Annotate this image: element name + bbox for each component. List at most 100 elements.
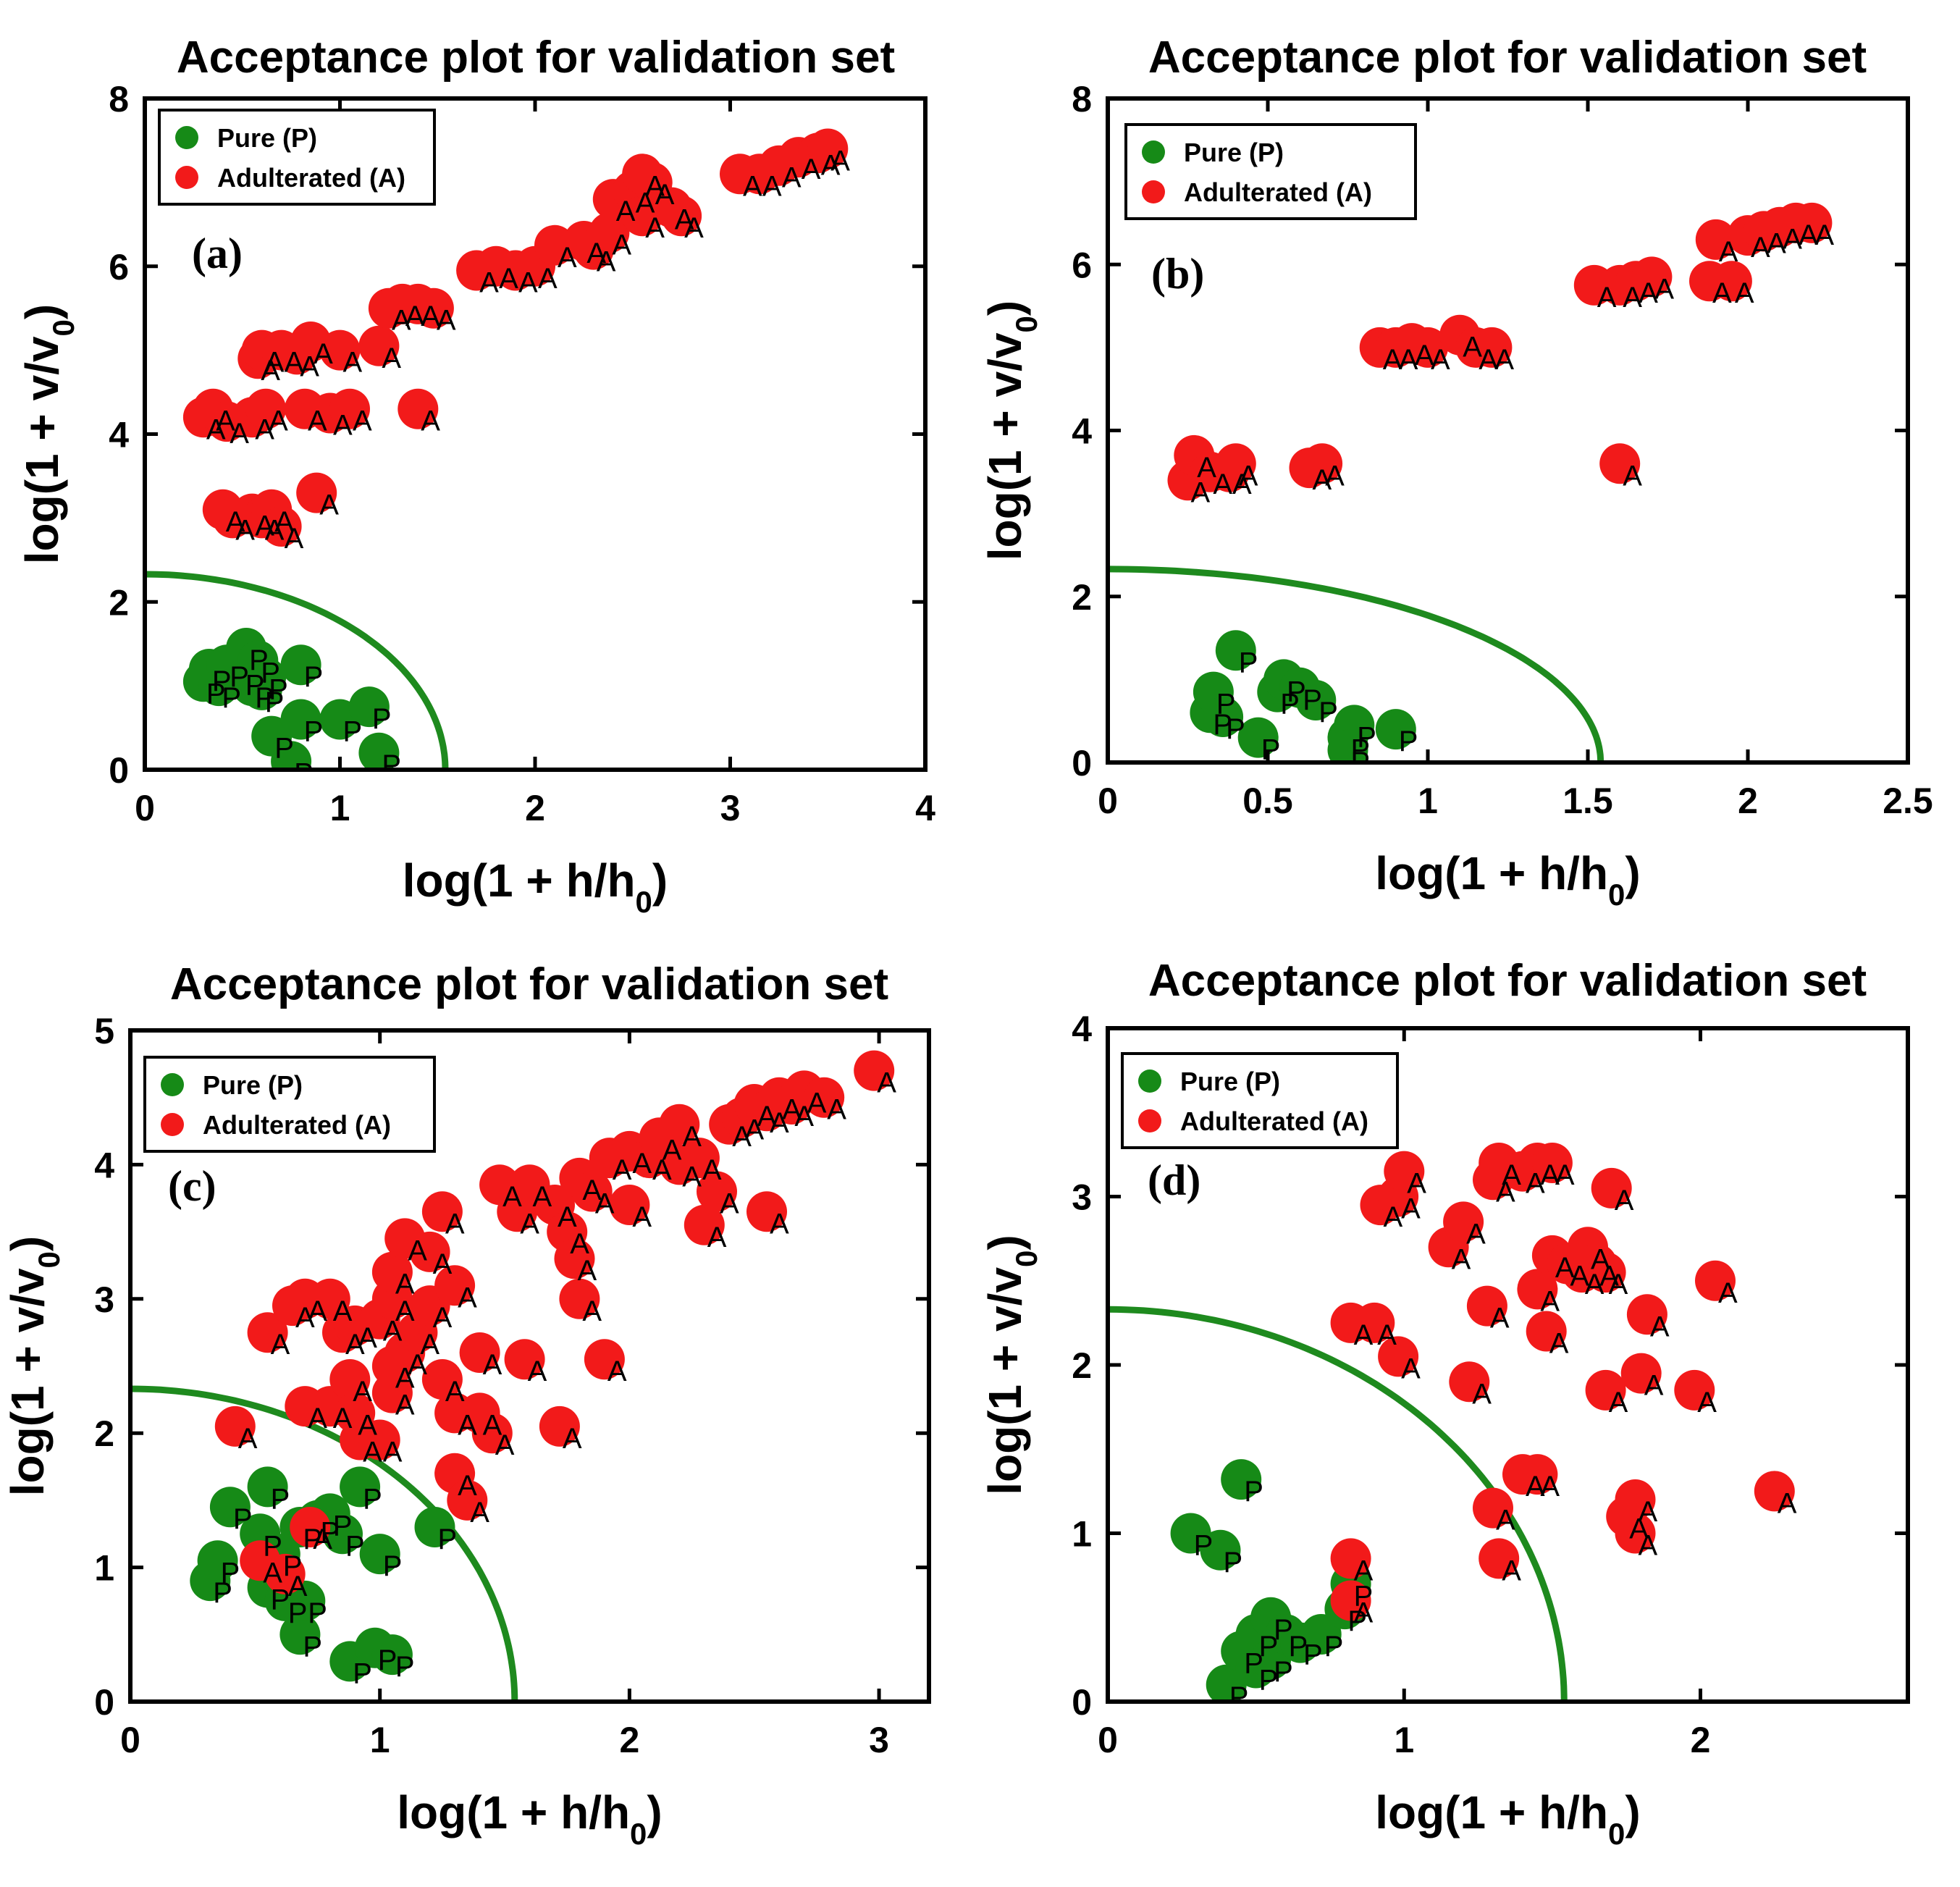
adulterated-point-label: A [285, 347, 304, 379]
x-tick-label: 0 [135, 788, 155, 828]
adulterated-point-label: A [1479, 344, 1498, 376]
adulterated-point-label: A [1452, 1243, 1471, 1275]
adulterated-point-label: A [392, 305, 411, 337]
adulterated-point-label: A [216, 405, 235, 437]
adulterated-point-label: A [458, 1470, 477, 1502]
adulterated-point [659, 1104, 700, 1145]
adulterated-point [1631, 256, 1673, 298]
y-tick-label: 2 [1072, 1345, 1092, 1386]
adulterated-point [1302, 443, 1343, 484]
adulterated-point-label: A [1197, 452, 1216, 484]
legend-entry: Pure (P) [217, 123, 317, 153]
x-tick-label: 0.5 [1242, 781, 1293, 821]
y-axis-label: log(1 + v/v0) [979, 301, 1043, 560]
adulterated-point-label: A [395, 1295, 415, 1327]
adulterated-point-label: A [607, 1356, 627, 1387]
adulterated-point-label: A [1751, 232, 1770, 264]
pure-point-label: P [233, 1503, 253, 1535]
legend-entry: Adulterated (A) [1180, 1106, 1368, 1136]
y-tick-label: 8 [109, 79, 129, 119]
y-tick-label: 2 [1072, 577, 1092, 618]
acceptance-boundary-curve [1108, 566, 1604, 762]
y-tick-label: 3 [1072, 1177, 1092, 1218]
pure-point [197, 1540, 238, 1581]
adulterated-point [1620, 1353, 1662, 1394]
adulterated-point-label: A [308, 405, 327, 437]
adulterated-point [1330, 1580, 1371, 1621]
adulterated-point-label: A [499, 263, 518, 295]
legend-pure-marker [1142, 140, 1165, 164]
adulterated-point-label: A [1650, 1311, 1670, 1342]
pure-point-label: P [1351, 747, 1371, 778]
adulterated-point-label: A [597, 246, 616, 278]
y-tick-label: 1 [94, 1548, 114, 1589]
adulterated-point-label: A [770, 1107, 789, 1139]
adulterated-point-label: A [1239, 460, 1258, 492]
adulterated-point-label: A [632, 1201, 652, 1233]
pure-point-label: P [1239, 647, 1258, 678]
adulterated-point-label: A [255, 413, 274, 445]
pure-point-label: P [343, 716, 363, 748]
adulterated-point [1479, 1538, 1520, 1579]
adulterated-point [609, 1185, 650, 1225]
x-tick-label: 1 [330, 788, 350, 828]
adulterated-point-label: A [1629, 1513, 1649, 1545]
legend-pure-marker [161, 1073, 184, 1096]
y-tick-label: 3 [94, 1279, 114, 1320]
adulterated-point-label: A [1526, 1471, 1545, 1503]
adulterated-point-label: A [655, 179, 675, 211]
pure-point-label: P [1280, 689, 1300, 720]
adulterated-point-label: A [1623, 282, 1642, 314]
adulterated-point-label: A [1313, 464, 1332, 496]
adulterated-point-label: A [1502, 1159, 1521, 1191]
y-axis-label: log(1 + v/v0) [16, 304, 80, 564]
adulterated-point-label: A [663, 1134, 682, 1166]
chart-title: Acceptance plot for validation set [177, 33, 895, 83]
adulterated-point-label: A [1354, 1597, 1374, 1629]
x-tick-label: 2 [1691, 1720, 1711, 1760]
adulterated-point [854, 1050, 895, 1091]
pure-point-label: P [363, 1483, 382, 1515]
adulterated-point-label: A [1644, 1370, 1664, 1402]
y-axis-label: log(1 + v/v0) [979, 1235, 1043, 1495]
adulterated-point-label: A [255, 510, 274, 542]
pure-point-label: P [438, 1524, 458, 1555]
adulterated-point [589, 212, 630, 253]
pure-point-label: P [383, 1550, 403, 1582]
adulterated-point-label: A [288, 1571, 308, 1602]
adulterated-point-label: A [358, 1409, 377, 1441]
pure-point-label: P [1224, 1547, 1243, 1579]
adulterated-point [1591, 1167, 1632, 1209]
adulterated-point-label: A [226, 506, 245, 538]
adulterated-point-label: A [433, 1248, 453, 1280]
y-tick-label: 4 [1072, 411, 1092, 452]
adulterated-point-label: A [395, 1390, 415, 1421]
adulterated-point-label: A [1609, 1269, 1628, 1300]
adulterated-point-label: A [265, 514, 285, 546]
pure-point [322, 1513, 363, 1555]
x-tick-label: 1 [1418, 781, 1438, 821]
adulterated-point [329, 388, 370, 429]
x-tick-label: 1 [370, 1720, 390, 1760]
adulterated-point [1754, 1471, 1795, 1512]
adulterated-point [421, 1191, 463, 1232]
x-tick-label: 0 [1098, 781, 1118, 821]
adulterated-point-label: A [684, 212, 704, 244]
adulterated-point-label: A [1490, 1303, 1510, 1335]
legend-entry: Adulterated (A) [1184, 177, 1372, 207]
pure-point-label: P [1347, 1605, 1367, 1637]
pure-point [279, 1614, 321, 1655]
pure-point-label: P [1351, 734, 1371, 766]
adulterated-point-label: A [1431, 344, 1450, 376]
pure-point-label: P [1303, 684, 1322, 716]
legend-box [1121, 1052, 1399, 1149]
adulterated-point [1585, 1252, 1626, 1293]
adulterated-point [296, 472, 337, 513]
adulterated-point-label: A [827, 1094, 846, 1126]
acceptance-boundary-curve [1108, 1306, 1568, 1702]
pure-point-label: P [245, 670, 265, 702]
x-tick-label: 1.5 [1562, 781, 1613, 821]
adulterated-point [1408, 327, 1448, 368]
adulterated-point [622, 154, 663, 195]
